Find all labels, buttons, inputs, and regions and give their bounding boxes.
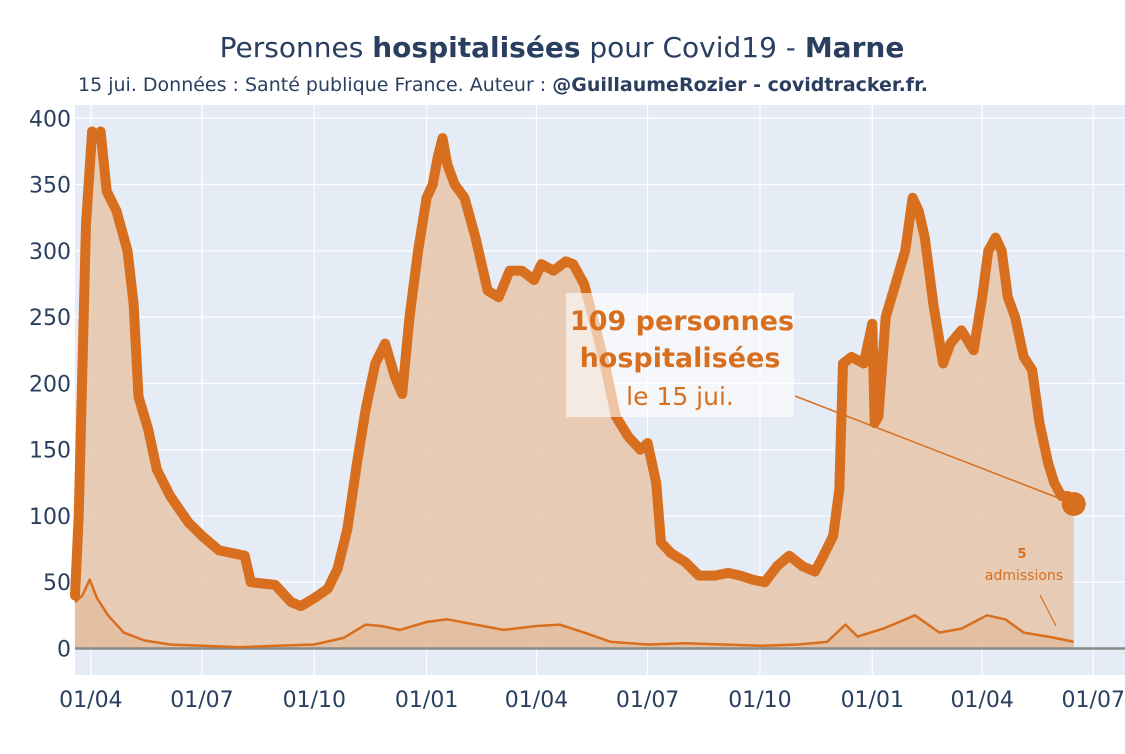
x-tick-label: 01/07 xyxy=(1062,688,1125,713)
x-tick-label: 01/04 xyxy=(950,688,1013,713)
chart-subtitle-text: 15 jui. Données : Santé publique France.… xyxy=(78,74,552,96)
x-tick-label: 01/01 xyxy=(395,688,458,713)
y-tick-label: 250 xyxy=(29,306,71,331)
x-tick-label: 01/01 xyxy=(841,688,904,713)
y-tick-label: 400 xyxy=(29,107,71,132)
x-tick-label: 01/04 xyxy=(505,688,568,713)
chart-title-region: Marne xyxy=(805,31,905,64)
chart-subtitle: 15 jui. Données : Santé publique France.… xyxy=(78,74,928,96)
chart-subtitle-author: @GuillaumeRozier - covidtracker.fr. xyxy=(552,74,928,96)
y-tick-label: 200 xyxy=(29,372,71,397)
y-tick-label: 0 xyxy=(57,637,71,662)
admissions-annotation-label: admissions xyxy=(985,568,1063,584)
chart-title-bold: hospitalisées xyxy=(372,31,580,64)
annotation-line3: le 15 jui. xyxy=(626,382,734,411)
annotation-line2: hospitalisées xyxy=(580,343,781,374)
y-tick-label: 50 xyxy=(43,571,71,596)
chart-title-middle: pour Covid19 - xyxy=(581,31,805,64)
last-value-marker xyxy=(1062,492,1086,516)
x-tick-label: 01/04 xyxy=(59,688,122,713)
x-tick-label: 01/07 xyxy=(616,688,679,713)
y-tick-label: 300 xyxy=(29,240,71,265)
y-tick-label: 100 xyxy=(29,505,71,530)
chart-title-prefix: Personnes xyxy=(220,31,373,64)
x-tick-label: 01/07 xyxy=(170,688,233,713)
x-tick-label: 01/10 xyxy=(728,688,791,713)
y-tick-label: 150 xyxy=(29,439,71,464)
chart-title: Personnes hospitalisées pour Covid19 - M… xyxy=(220,31,905,64)
y-tick-label: 350 xyxy=(29,174,71,199)
annotation-line1: 109 personnes xyxy=(570,306,794,337)
x-tick-label: 01/10 xyxy=(283,688,346,713)
admissions-annotation-value: 5 xyxy=(1017,547,1026,562)
